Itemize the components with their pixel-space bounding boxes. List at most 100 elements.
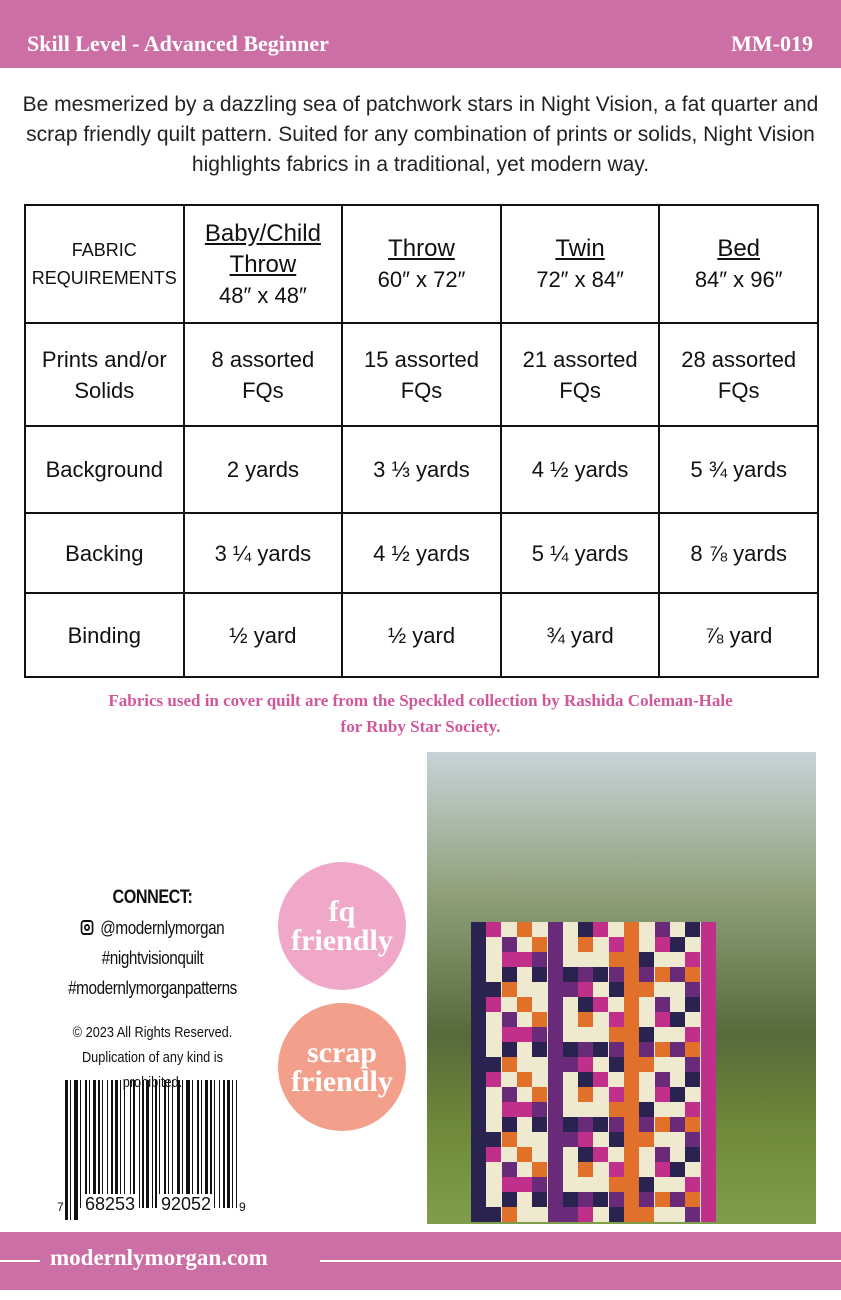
- quilt-patch: [624, 952, 639, 967]
- cell: 4 ½ yards: [499, 425, 661, 514]
- quilt-patch: [486, 967, 502, 982]
- quilt-patch: [608, 1042, 624, 1057]
- quilt-patch: [624, 1117, 639, 1132]
- quilt-patch: [562, 1057, 578, 1072]
- quilt-patch: [608, 1012, 624, 1027]
- quilt-patch: [608, 1207, 624, 1222]
- quilt-patch: [700, 1192, 716, 1207]
- quilt-patch: [624, 1072, 639, 1087]
- quilt-patch: [532, 1132, 548, 1147]
- quilt-patch: [654, 922, 670, 937]
- quilt-patch: [562, 1162, 578, 1177]
- quilt-patch: [639, 1102, 655, 1117]
- quilt-patch: [471, 997, 486, 1012]
- barcode-digit: 9: [239, 1200, 246, 1214]
- barcode-bar: [98, 1080, 100, 1208]
- barcode-bars: [65, 1080, 237, 1220]
- quilt-patch: [685, 1102, 701, 1117]
- quilt-patch: [654, 1192, 670, 1207]
- quilt-patch: [654, 1207, 670, 1222]
- quilt-patch: [516, 1117, 532, 1132]
- credit-line: for Ruby Star Society.: [340, 717, 501, 736]
- quilt-patch: [654, 967, 670, 982]
- barcode-bar: [70, 1080, 71, 1220]
- quilt-patch: [516, 1027, 532, 1042]
- quilt-patch: [624, 1207, 639, 1222]
- quilt-patch: [578, 1177, 594, 1192]
- quilt-patch: [547, 1117, 563, 1132]
- quilt-patch: [685, 997, 701, 1012]
- quilt-patch: [608, 1027, 624, 1042]
- quilt-patch: [562, 1102, 578, 1117]
- quilt-patch: [669, 952, 685, 967]
- quilt-patch: [578, 1162, 594, 1177]
- quilt-patch: [578, 1072, 594, 1087]
- cell: 3 ⅓ yards: [341, 425, 502, 514]
- connect-title: CONNECT:: [112, 887, 193, 908]
- barcode-digit: 92052: [159, 1194, 214, 1215]
- column-header: Baby/Child Throw 48″ x 48″: [182, 204, 344, 324]
- quilt-patch: [639, 922, 655, 937]
- website-link[interactable]: modernlymorgan.com: [50, 1245, 268, 1270]
- quilt-patch: [501, 1117, 517, 1132]
- barcode-bar: [210, 1080, 212, 1208]
- cell: 8 assorted FQs: [182, 322, 344, 427]
- quilt-patch: [593, 1177, 609, 1192]
- quilt-patch: [501, 937, 517, 952]
- quilt-patch: [547, 997, 563, 1012]
- quilt-patch: [471, 1117, 486, 1132]
- quilt-patch: [471, 1027, 486, 1042]
- quilt-patch: [516, 967, 532, 982]
- scrap-friendly-badge: scrap friendly: [278, 1003, 406, 1131]
- quilt-patch: [486, 1162, 502, 1177]
- barcode-bar: [223, 1080, 225, 1208]
- quilt-patch: [516, 1072, 532, 1087]
- quilt-patch: [532, 1027, 548, 1042]
- table-row: Binding ½ yard ½ yard ¾ yard ⅞ yard: [24, 592, 819, 678]
- cell-line: 28 assorted: [681, 346, 797, 372]
- quilt-patch: [501, 1057, 517, 1072]
- quilt-patch: [501, 1072, 517, 1087]
- cell: 15 assorted FQs: [341, 322, 502, 427]
- cell: 5 ¾ yards: [658, 425, 819, 514]
- quilt-patch: [669, 1117, 685, 1132]
- quilt-patch: [685, 1162, 701, 1177]
- hashtag[interactable]: #nightvisionquilt: [101, 948, 204, 968]
- quilt-patch: [486, 1087, 502, 1102]
- hashtag[interactable]: #modernlymorganpatterns: [68, 978, 237, 998]
- quilt-patch: [669, 937, 685, 952]
- quilt-patch: [639, 967, 655, 982]
- quilt-patch: [471, 937, 486, 952]
- quilt-patch: [547, 1162, 563, 1177]
- quilt-patch: [700, 982, 716, 997]
- cell: ½ yard: [182, 592, 344, 678]
- quilt-patch: [654, 937, 670, 952]
- quilt-patch: [669, 967, 685, 982]
- quilt-patch: [593, 1057, 609, 1072]
- badge-line: friendly: [291, 1065, 393, 1098]
- table-row: Background 2 yards 3 ⅓ yards 4 ½ yards 5…: [24, 425, 819, 514]
- quilt-patch: [471, 1087, 486, 1102]
- quilt-patch: [578, 982, 594, 997]
- quilt-patch: [532, 1177, 548, 1192]
- quilt-patch: [593, 952, 609, 967]
- quilt-patch: [639, 1072, 655, 1087]
- quilt-patch: [562, 1042, 578, 1057]
- quilt-patch: [669, 997, 685, 1012]
- barcode-bar: [107, 1080, 108, 1208]
- quilt-patch: [685, 1132, 701, 1147]
- quilt-patch: [624, 1192, 639, 1207]
- quilt-patch: [654, 1102, 670, 1117]
- divider: [0, 1260, 40, 1262]
- quilt-patch: [471, 952, 486, 967]
- column-name: Baby/Child: [204, 219, 321, 247]
- quilt-patch: [562, 967, 578, 982]
- quilt-patch: [578, 1102, 594, 1117]
- quilt-patch: [501, 1192, 517, 1207]
- label-line: Solids: [74, 377, 135, 403]
- row-label: Background: [24, 425, 185, 514]
- instagram-handle[interactable]: @modernlymorgan: [100, 918, 225, 938]
- barcode-bar: [236, 1080, 237, 1208]
- quilt-patch: [578, 1117, 594, 1132]
- quilt-patch: [501, 1207, 517, 1222]
